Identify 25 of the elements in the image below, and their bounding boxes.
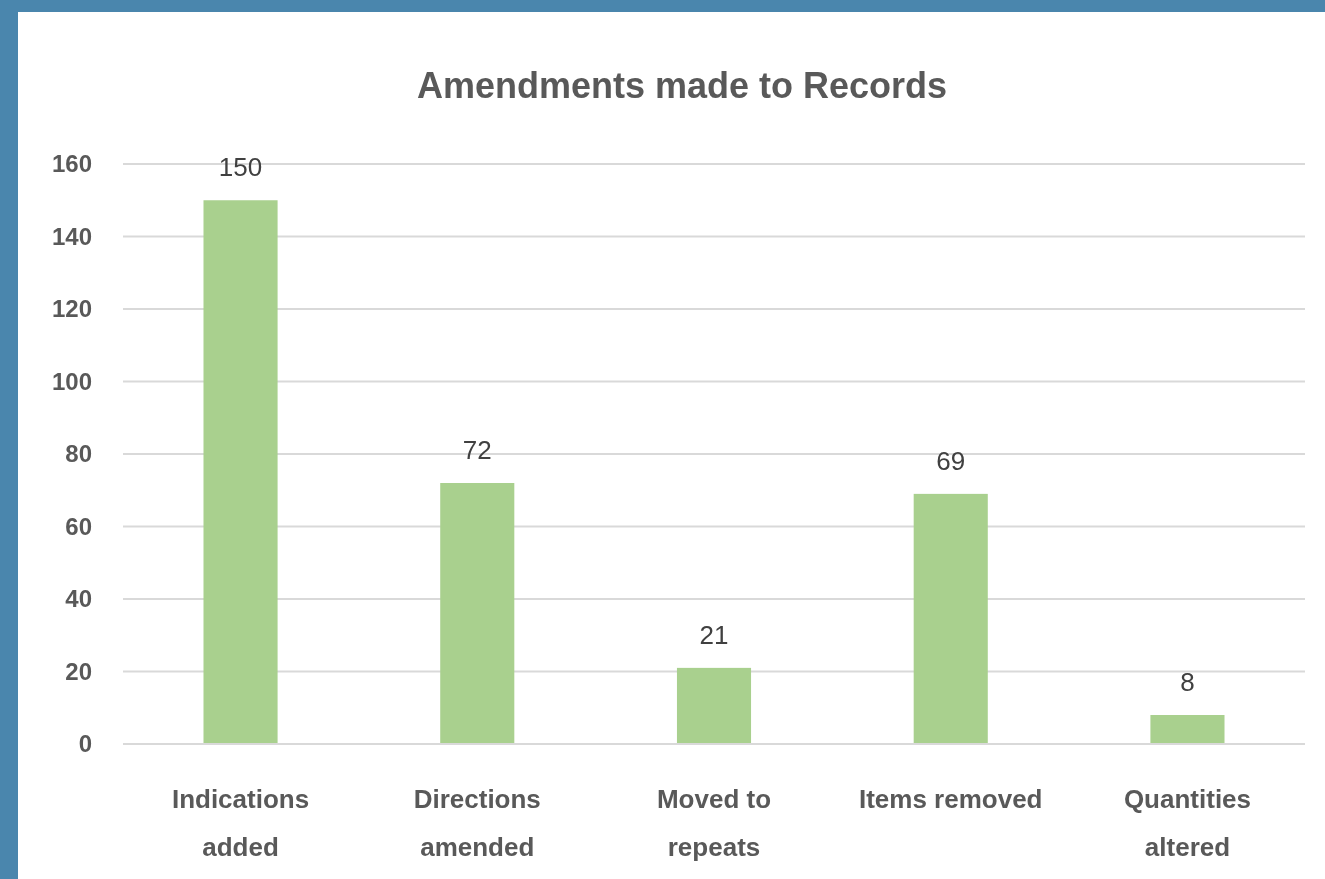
bar bbox=[203, 200, 278, 744]
data-label: 8 bbox=[1180, 667, 1195, 697]
y-tick-label: 60 bbox=[65, 512, 92, 540]
bar bbox=[1150, 715, 1225, 744]
y-tick-label: 80 bbox=[65, 440, 92, 468]
y-tick-label: 140 bbox=[51, 222, 92, 250]
x-tick-label: Indications added bbox=[171, 784, 310, 862]
y-tick-label: 20 bbox=[65, 657, 92, 685]
bar bbox=[676, 667, 752, 744]
y-tick-label: 100 bbox=[51, 367, 92, 395]
data-label: 21 bbox=[699, 619, 729, 650]
y-tick-label: 40 bbox=[65, 585, 92, 613]
bar bbox=[440, 483, 515, 744]
x-tick-label: Directions amended bbox=[413, 784, 541, 862]
data-label: 69 bbox=[936, 445, 966, 476]
bar bbox=[913, 493, 988, 744]
data-label: 72 bbox=[462, 435, 492, 465]
x-tick-label: Moved to repeats bbox=[656, 784, 772, 862]
y-tick-label: 120 bbox=[51, 295, 92, 323]
y-tick-label: 0 bbox=[78, 730, 92, 758]
y-tick-label: 160 bbox=[51, 150, 92, 178]
chart-title: Amendments made to Records bbox=[416, 65, 948, 106]
x-tick-label: Quantities altered bbox=[1123, 784, 1252, 862]
x-tick-label: Items removed bbox=[858, 784, 1043, 814]
data-label: 150 bbox=[218, 152, 263, 183]
